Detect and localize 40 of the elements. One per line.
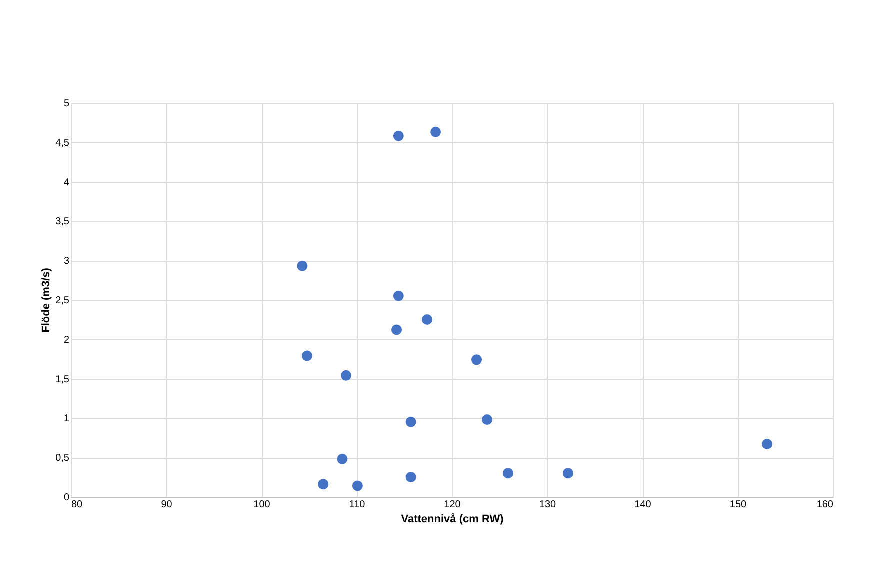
point	[482, 414, 492, 426]
point	[341, 370, 352, 381]
x-tick-label: 110	[349, 500, 366, 510]
x-tick-label: 150	[730, 500, 748, 510]
point	[318, 479, 329, 490]
point	[422, 314, 432, 325]
y-tick-label: 3	[64, 256, 70, 268]
point	[352, 480, 363, 492]
point	[337, 454, 348, 464]
point	[430, 126, 442, 138]
point	[502, 468, 514, 479]
y-tick-label: 4,5	[56, 138, 70, 149]
x-tick-label: 130	[539, 500, 557, 510]
y-tick-label: 2,5	[56, 296, 70, 306]
y-tick-label: 4	[64, 177, 70, 188]
point	[406, 416, 416, 428]
point	[302, 350, 312, 362]
point	[472, 354, 482, 366]
y-tick-label: 2	[64, 334, 70, 346]
point	[762, 438, 773, 450]
point	[392, 324, 402, 336]
x-tick-label: 100	[254, 500, 271, 510]
x-axis-title: Vattennivå (cm RW)	[401, 512, 504, 526]
point	[562, 468, 574, 479]
y-tick-label: 0,5	[56, 453, 70, 464]
y-tick-label: 0	[64, 492, 70, 504]
y-tick-label: 1,5	[56, 374, 70, 386]
x-tick-label: 160	[816, 500, 834, 510]
y-tick-label: 5	[64, 98, 70, 110]
y-axis-title: Flöde (m3/s)	[40, 268, 53, 333]
point	[393, 130, 404, 142]
x-tick-label: 120	[444, 500, 462, 510]
x-tick-label: 140	[634, 500, 652, 510]
x-tick-label: 80	[72, 500, 84, 510]
point	[406, 472, 416, 483]
x-tick-label: 90	[161, 500, 173, 510]
y-tick-label: 1	[64, 414, 70, 425]
y-tick-label: 3,5	[56, 216, 70, 228]
point	[393, 290, 404, 302]
point	[297, 260, 308, 272]
